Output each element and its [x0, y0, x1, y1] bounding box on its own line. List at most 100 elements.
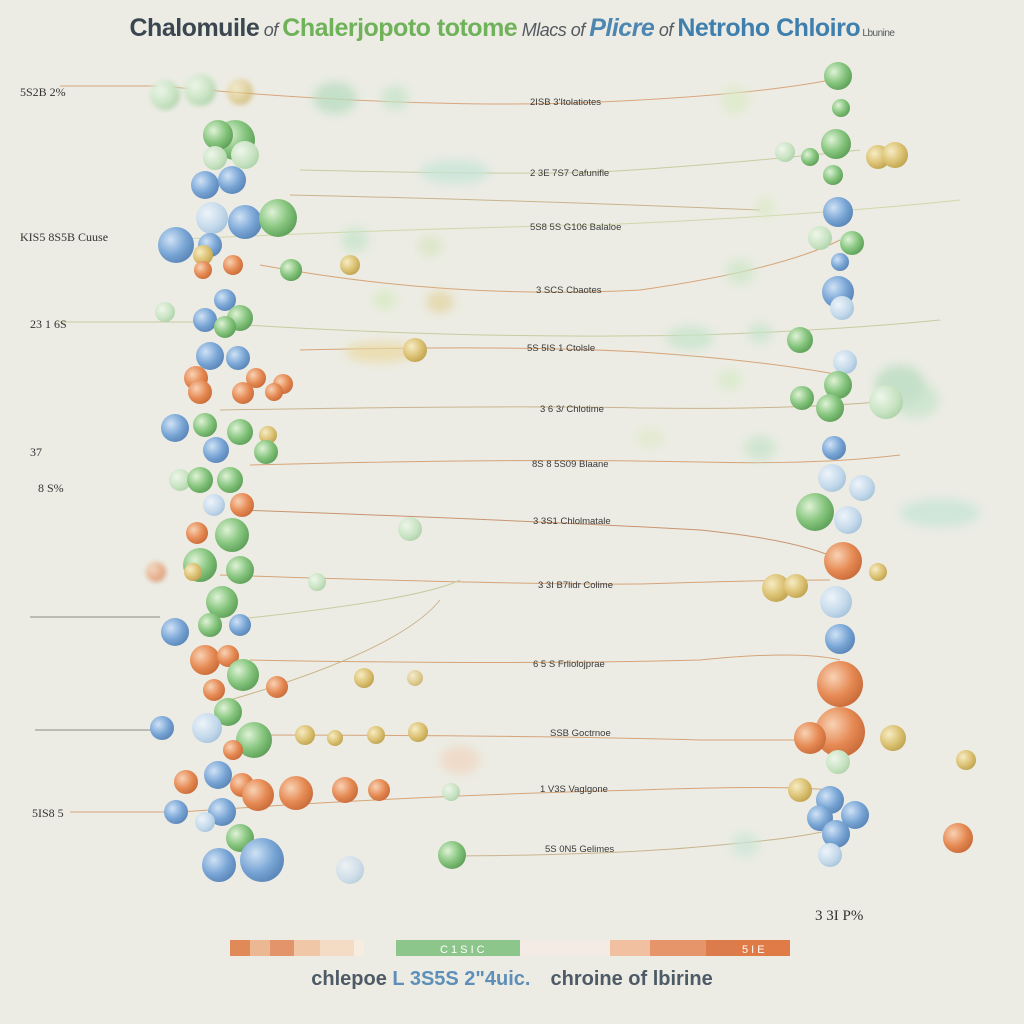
connector-line	[289, 194, 761, 211]
title-part-4: Mlacs of	[517, 20, 590, 40]
atom-orange	[223, 255, 243, 275]
atom-orange	[217, 645, 239, 667]
connector-line	[159, 199, 961, 241]
legend-swatch-orange	[270, 940, 294, 956]
atom-green	[832, 99, 850, 117]
bottom-caption-part-2: L 3S5S 2"4uic.	[392, 968, 531, 990]
title-part-3: Chalerjopoto totome	[282, 14, 518, 42]
atom-green	[231, 141, 259, 169]
atom-blue	[830, 296, 854, 320]
center-labels: 2ISB 3'Itolatiotes 2 3E 7S7 Cafunifle 5S…	[527, 97, 621, 855]
legend-swatch-peach-light	[320, 940, 354, 956]
atom-green	[821, 129, 851, 159]
bubble	[341, 228, 369, 252]
atom-yellow	[880, 725, 906, 751]
atom-green	[227, 659, 259, 691]
atom-green	[227, 419, 253, 445]
atom-blue	[203, 437, 229, 463]
connector-line	[60, 319, 941, 337]
atom-yellow	[403, 338, 427, 362]
bubble	[900, 499, 980, 527]
center-label: 6 5 S Frliolojprae	[533, 659, 605, 670]
atom-orange	[815, 707, 865, 757]
atom-blue	[336, 856, 364, 884]
atom-yellow	[762, 574, 790, 602]
title-part-1: Chalomuile	[129, 14, 260, 42]
atom-green	[198, 613, 222, 637]
atom-blue	[214, 289, 236, 311]
atom-green	[808, 226, 832, 250]
title-part-5: Plicre	[589, 14, 655, 42]
left-label: 23 1 6S	[30, 317, 67, 331]
left-labels: 5S2B 2% KIS5 8S5B Cuuse 23 1 6S 37 8 S% …	[20, 85, 108, 820]
atom-green	[226, 556, 254, 584]
atom-orange	[817, 661, 863, 707]
bubble	[313, 82, 357, 114]
atom-orange	[146, 562, 166, 582]
atom-green	[308, 573, 326, 591]
atom-orange	[265, 383, 283, 401]
atom-blue	[240, 838, 284, 882]
atom-green	[790, 386, 814, 410]
atom-green	[214, 698, 242, 726]
atom-green	[193, 413, 217, 437]
atom-blue	[192, 713, 222, 743]
center-label: 3 3I B7lidr Colime	[538, 580, 613, 591]
atom-yellow	[354, 668, 374, 688]
atom-green	[280, 259, 302, 281]
legend-swatch-orange-light	[250, 940, 270, 956]
center-label: 2 3E 7S7 Cafunifle	[530, 168, 609, 179]
atom-yellow	[788, 778, 812, 802]
atom-blue	[820, 586, 852, 618]
center-label: SSB Goctrnoe	[550, 728, 611, 739]
legend-swatch-orange	[230, 940, 250, 956]
atom-blue	[191, 171, 219, 199]
atom-orange	[188, 380, 212, 404]
bubble	[420, 160, 490, 184]
bubble	[426, 291, 454, 313]
atom-blue	[161, 414, 189, 442]
bubble	[731, 833, 759, 857]
center-label: 2ISB 3'Itolatiotes	[530, 97, 601, 108]
atom-orange	[203, 679, 225, 701]
atom-orange	[174, 770, 198, 794]
atom-orange	[230, 493, 254, 517]
left-label: 5IS8 5	[32, 806, 64, 820]
atom-blue	[823, 197, 853, 227]
atom-blue	[822, 820, 850, 848]
legend-swatch-orange-dark	[706, 940, 738, 956]
bubble	[726, 260, 754, 284]
atom-green	[184, 74, 216, 106]
center-label: 3 3S1 Chlolmatale	[533, 516, 611, 527]
atom-yellow	[227, 79, 253, 105]
atom-orange	[279, 776, 313, 810]
legend-swatch-green	[396, 940, 520, 956]
connector-line	[249, 454, 901, 466]
atom-orange	[824, 542, 862, 580]
title-part-7: Netroho Chloiro	[677, 14, 861, 42]
center-label: 8S 8 5S09 Blaane	[532, 459, 609, 470]
atom-green	[254, 440, 278, 464]
atom-blue	[833, 350, 857, 374]
atom-yellow	[367, 726, 385, 744]
center-label: 1 V3S Vaglgone	[540, 784, 608, 795]
left-label: KIS5 8S5B Cuuse	[20, 230, 108, 244]
left-label: 5S2B 2%	[20, 85, 66, 99]
atom-blue	[150, 716, 174, 740]
atom-green	[259, 199, 297, 237]
atom-blue	[818, 464, 846, 492]
atom-green	[206, 586, 238, 618]
atom-blue	[849, 475, 875, 501]
connector-line	[239, 509, 841, 561]
legend-bar: C 1 S I C 5 I E	[230, 940, 790, 956]
left-label: 8 S%	[38, 481, 64, 495]
atom-green	[442, 783, 460, 801]
atom-green	[816, 394, 844, 422]
connector-line	[449, 829, 831, 857]
bubble	[636, 428, 664, 448]
atom-yellow	[882, 142, 908, 168]
title-part-6: of	[654, 20, 678, 40]
atom-orange	[242, 779, 274, 811]
atom-green	[869, 385, 903, 419]
bubble	[440, 746, 480, 774]
